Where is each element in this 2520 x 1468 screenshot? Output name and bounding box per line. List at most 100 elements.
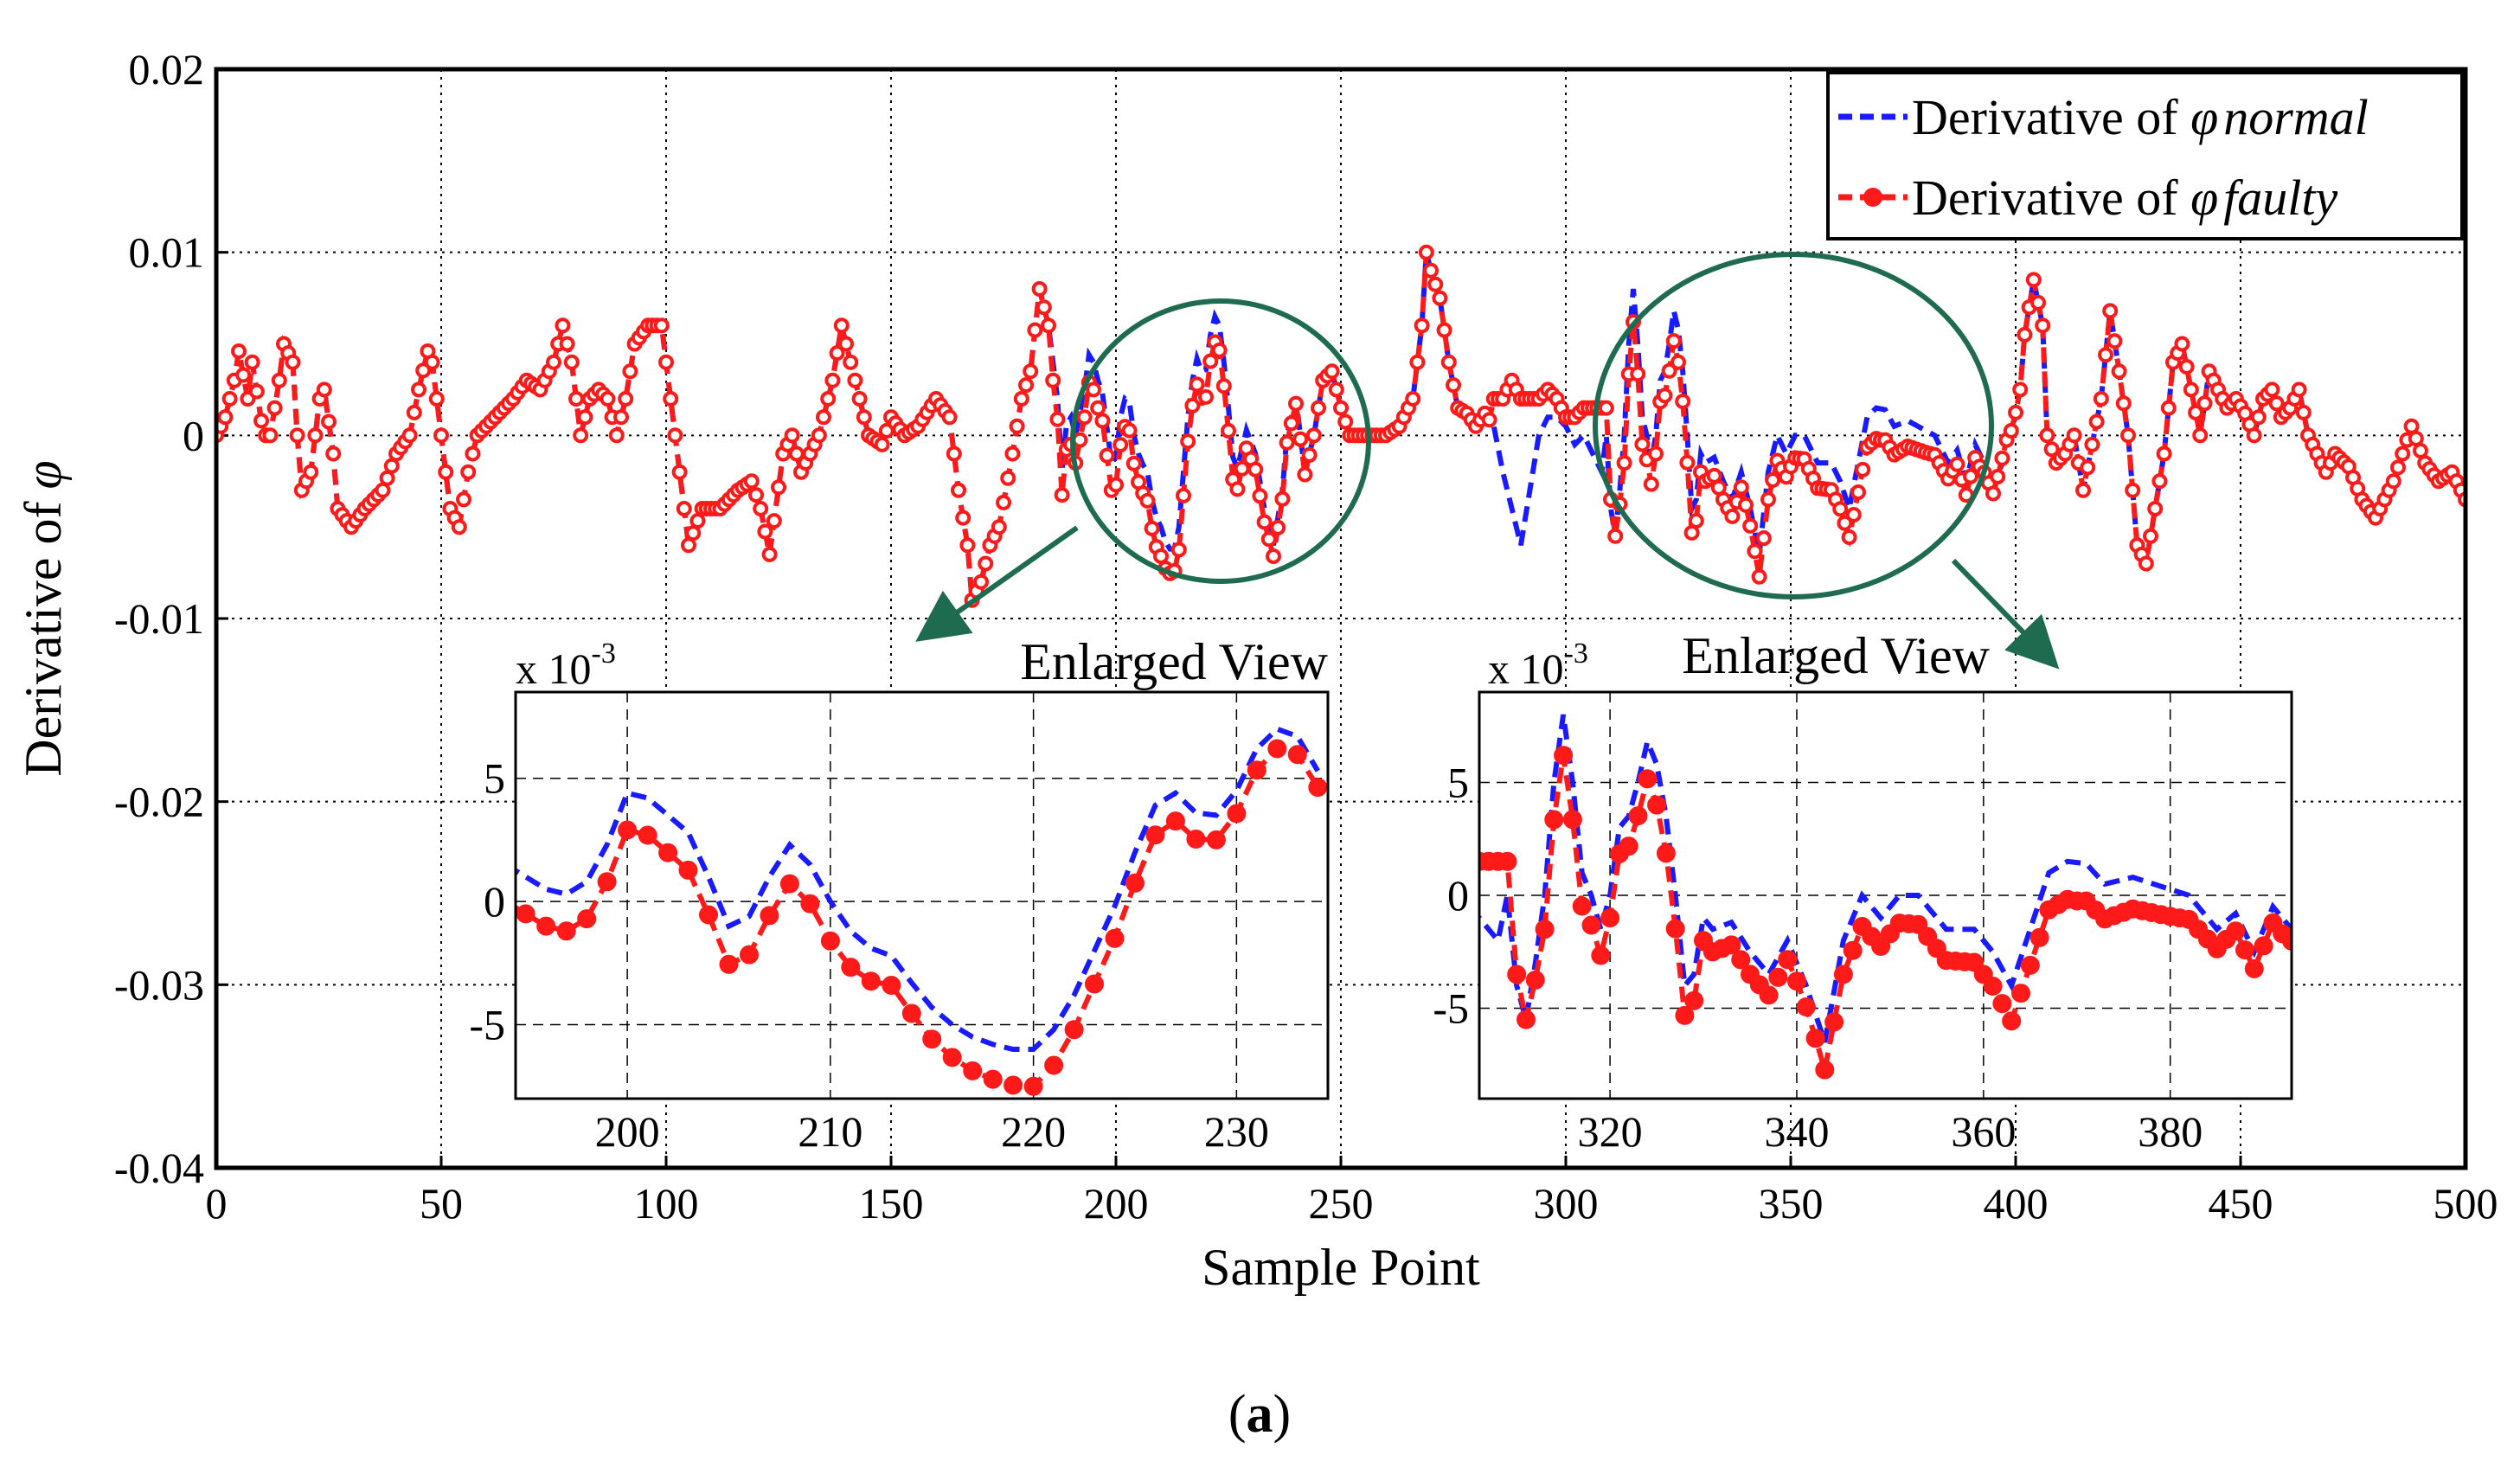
faulty-point bbox=[784, 427, 800, 444]
inset-right-faulty-point bbox=[1759, 985, 1779, 1005]
main-y-tick-label: 0 bbox=[183, 411, 204, 459]
inset-left-faulty-point bbox=[1267, 739, 1287, 759]
inset-left-faulty-point bbox=[618, 820, 638, 840]
faulty-point bbox=[1738, 497, 1754, 513]
faulty-point bbox=[1751, 568, 1767, 585]
faulty-point bbox=[1054, 487, 1070, 503]
faulty-point bbox=[1279, 434, 1295, 451]
faulty-point bbox=[1036, 299, 1052, 316]
faulty-point bbox=[1324, 363, 1340, 380]
faulty-point bbox=[2151, 473, 2168, 490]
inset-left-faulty-point bbox=[1064, 1020, 1084, 1040]
faulty-point bbox=[2268, 395, 2285, 412]
faulty-point bbox=[1072, 432, 1088, 448]
faulty-point bbox=[1211, 342, 1228, 358]
main-x-tick-label: 0 bbox=[206, 1179, 228, 1228]
faulty-point bbox=[618, 391, 634, 407]
faulty-point bbox=[959, 537, 976, 554]
faulty-point bbox=[262, 427, 279, 444]
faulty-point bbox=[2183, 381, 2199, 398]
faulty-point bbox=[2106, 333, 2123, 349]
faulty-point bbox=[2025, 272, 2042, 288]
faulty-point bbox=[460, 464, 477, 480]
inset-right-faulty-point bbox=[1479, 859, 1480, 863]
main-x-tick-label: 100 bbox=[634, 1179, 699, 1228]
faulty-point bbox=[266, 400, 283, 416]
inset-right-faulty-point bbox=[1871, 937, 1891, 956]
inset-left-faulty-point bbox=[922, 1029, 942, 1049]
inset-left-faulty-point bbox=[779, 874, 799, 894]
faulty-point bbox=[1755, 530, 1772, 547]
faulty-point bbox=[1176, 487, 1191, 503]
inset-right-faulty-point bbox=[1805, 1029, 1825, 1048]
inset-right-y-tick-label: 5 bbox=[1447, 758, 1469, 806]
inset-right-faulty-point bbox=[1684, 990, 1704, 1010]
faulty-point bbox=[847, 372, 863, 388]
faulty-point bbox=[1288, 395, 1304, 412]
faulty-point bbox=[743, 473, 760, 490]
faulty-point bbox=[1679, 454, 1696, 471]
faulty-point bbox=[2084, 436, 2100, 452]
inset-right-faulty-point bbox=[1554, 746, 1574, 766]
faulty-point bbox=[843, 354, 859, 370]
inset-left-x-tick-label: 200 bbox=[595, 1107, 660, 1156]
main-plot-area bbox=[216, 244, 2465, 610]
inset-left-x-tick-label: 210 bbox=[798, 1107, 862, 1156]
main-x-tick-label: 50 bbox=[420, 1179, 463, 1228]
faulty-point bbox=[1018, 377, 1034, 394]
inset-right-faulty-point bbox=[1824, 1012, 1844, 1032]
faulty-point bbox=[303, 464, 319, 480]
faulty-point bbox=[231, 343, 247, 359]
faulty-point bbox=[2192, 427, 2209, 444]
inset-right-faulty-point bbox=[2029, 927, 2049, 947]
faulty-point bbox=[811, 427, 827, 444]
inset-right-faulty-point bbox=[2002, 1011, 2022, 1031]
inset-left-series-normal bbox=[516, 726, 1320, 1052]
faulty-point bbox=[415, 362, 432, 379]
inset-right-exponent: x 10-3 bbox=[1488, 638, 1588, 693]
faulty-point bbox=[663, 391, 679, 407]
faulty-point bbox=[383, 458, 400, 474]
faulty-point bbox=[757, 523, 773, 540]
inset-right-faulty-point bbox=[2254, 936, 2273, 956]
faulty-point bbox=[1598, 400, 1614, 416]
faulty-point bbox=[424, 354, 440, 370]
faulty-point bbox=[676, 501, 692, 516]
inset-right-faulty-point bbox=[2291, 952, 2292, 956]
inset-left-faulty-point bbox=[638, 825, 657, 845]
inset-left-faulty-point bbox=[1287, 745, 1307, 765]
inset-left-faulty-point bbox=[678, 860, 698, 880]
inset-right-faulty-point bbox=[1665, 919, 1685, 939]
faulty-point bbox=[375, 482, 391, 498]
legend-box bbox=[1826, 71, 2464, 240]
main-y-tick-label: 0.02 bbox=[129, 45, 205, 93]
faulty-point bbox=[1041, 317, 1056, 334]
faulty-point bbox=[1440, 354, 1457, 370]
inset-right-faulty-point bbox=[2020, 955, 2040, 975]
main-x-tick-label: 200 bbox=[1084, 1179, 1149, 1228]
faulty-point bbox=[577, 409, 593, 426]
faulty-point bbox=[2390, 459, 2406, 476]
highlight-ellipse-left bbox=[1070, 298, 1371, 584]
y-axis-label: Derivative ofφ bbox=[15, 460, 72, 776]
inset-left-y-tick-label: 0 bbox=[484, 877, 505, 926]
faulty-point bbox=[433, 427, 449, 444]
faulty-point bbox=[1405, 391, 1421, 407]
inset-right-faulty-point bbox=[1731, 950, 1751, 970]
faulty-point bbox=[851, 391, 868, 407]
inset-right-faulty-point bbox=[1833, 965, 1853, 984]
faulty-point bbox=[1099, 447, 1115, 464]
faulty-point bbox=[1446, 377, 1461, 394]
faulty-point bbox=[1643, 476, 1659, 492]
faulty-point bbox=[1045, 372, 1061, 388]
inset-right-faulty-point bbox=[1619, 837, 1638, 856]
main-x-tick-label: 400 bbox=[1984, 1179, 2049, 1228]
faulty-point bbox=[613, 409, 629, 426]
faulty-point bbox=[2039, 427, 2055, 444]
series-faulty-line bbox=[216, 251, 2465, 610]
faulty-point bbox=[681, 537, 696, 554]
faulty-point bbox=[1004, 446, 1021, 462]
faulty-point bbox=[820, 391, 837, 407]
